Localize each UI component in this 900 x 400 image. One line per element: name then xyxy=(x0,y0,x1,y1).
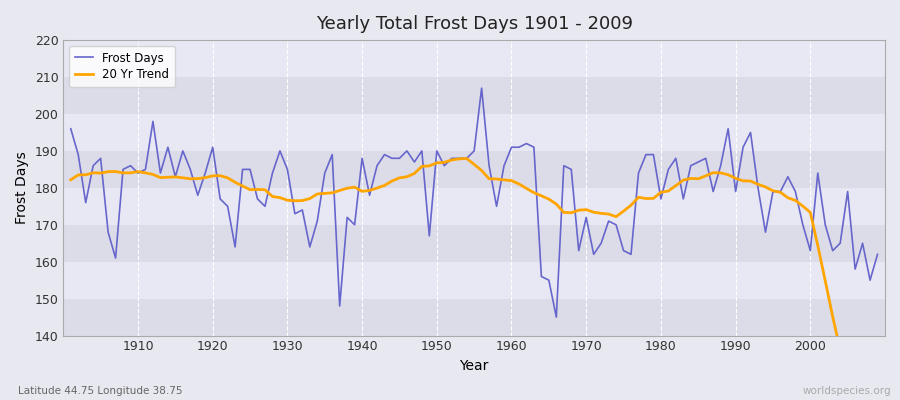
Frost Days xyxy=(290,211,301,216)
Bar xyxy=(63,40,885,77)
Frost Days xyxy=(66,126,77,131)
Bar xyxy=(63,299,885,336)
Frost Days xyxy=(476,86,487,90)
Line: Frost Days: Frost Days xyxy=(71,88,878,317)
Bar xyxy=(63,188,885,225)
20 Yr Trend xyxy=(290,198,301,203)
Legend: Frost Days, 20 Yr Trend: Frost Days, 20 Yr Trend xyxy=(69,46,176,87)
Frost Days xyxy=(125,163,136,168)
Frost Days xyxy=(611,222,622,227)
Bar xyxy=(63,151,885,188)
Y-axis label: Frost Days: Frost Days xyxy=(15,152,29,224)
20 Yr Trend xyxy=(603,212,614,216)
X-axis label: Year: Year xyxy=(460,359,489,373)
20 Yr Trend xyxy=(125,170,136,175)
Frost Days xyxy=(506,145,517,150)
Frost Days xyxy=(514,145,525,150)
20 Yr Trend xyxy=(334,188,345,193)
Frost Days xyxy=(872,252,883,257)
20 Yr Trend xyxy=(462,156,472,161)
Bar xyxy=(63,114,885,151)
Bar xyxy=(63,225,885,262)
Text: Latitude 44.75 Longitude 38.75: Latitude 44.75 Longitude 38.75 xyxy=(18,386,183,396)
Line: 20 Yr Trend: 20 Yr Trend xyxy=(71,158,878,400)
Title: Yearly Total Frost Days 1901 - 2009: Yearly Total Frost Days 1901 - 2009 xyxy=(316,15,633,33)
Text: worldspecies.org: worldspecies.org xyxy=(803,386,891,396)
20 Yr Trend xyxy=(514,182,525,186)
Bar xyxy=(63,262,885,299)
20 Yr Trend xyxy=(66,177,77,182)
Frost Days xyxy=(334,304,345,308)
Frost Days xyxy=(551,315,562,320)
20 Yr Trend xyxy=(506,178,517,183)
Bar xyxy=(63,77,885,114)
